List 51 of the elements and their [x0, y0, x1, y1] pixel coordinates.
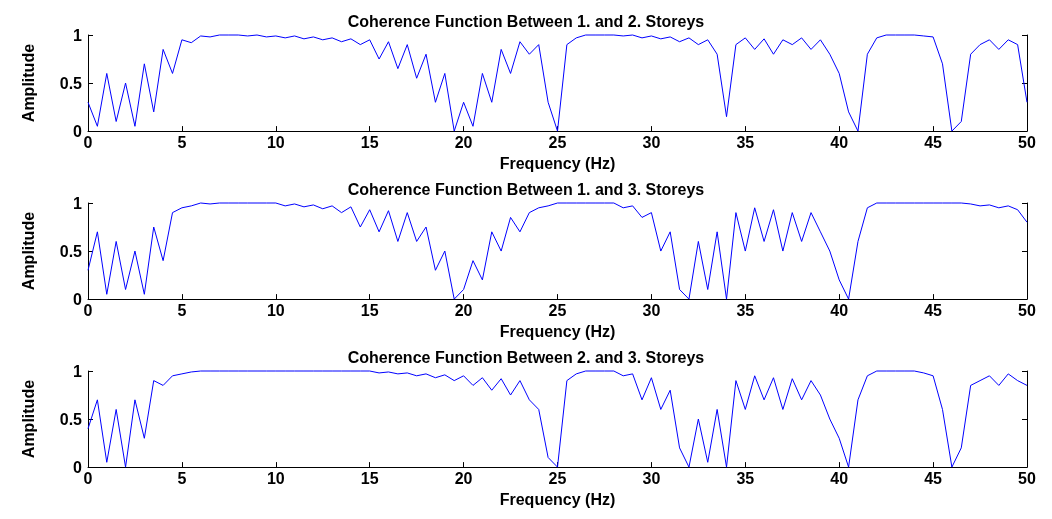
- y-tick-label: 0.5: [59, 242, 83, 260]
- x-tick-label: 15: [360, 133, 379, 151]
- chart-title: Coherence Function Between 2. and 3. Storeys: [347, 348, 705, 366]
- x-tick-label: 45: [924, 301, 943, 319]
- x-tick-label: 20: [454, 469, 473, 487]
- x-tick-label: 45: [924, 133, 943, 151]
- y-tick-label: 1: [73, 26, 83, 44]
- y-tick-label: 0.5: [59, 74, 83, 92]
- y-tick-label: 0: [73, 458, 83, 476]
- x-tick-label: 5: [177, 469, 187, 487]
- x-tick-label: 45: [924, 469, 943, 487]
- x-tick-label: 25: [548, 301, 567, 319]
- x-tick-label: 25: [548, 133, 567, 151]
- x-tick-label: 20: [454, 133, 473, 151]
- line-series: [87, 202, 1028, 300]
- x-tick-label: 25: [548, 469, 567, 487]
- y-axis-title: Amplitude: [19, 43, 37, 123]
- x-tick-label: 30: [642, 301, 661, 319]
- y-tick-label: 0.5: [59, 410, 83, 428]
- x-tick-label: 10: [266, 469, 285, 487]
- x-axis-title: Frequency (Hz): [499, 490, 616, 508]
- y-axis-title: Amplitude: [19, 211, 37, 291]
- x-tick-label: 40: [830, 133, 849, 151]
- x-tick-label: 35: [736, 133, 755, 151]
- x-tick-label: 5: [177, 301, 187, 319]
- x-tick-label: 50: [1018, 301, 1036, 319]
- chart-title: Coherence Function Between 1. and 2. Storeys: [347, 12, 705, 30]
- y-tick-label: 1: [73, 362, 83, 380]
- y-axis-title: Amplitude: [19, 379, 37, 459]
- x-tick-label: 10: [266, 133, 285, 151]
- y-tick-label: 0: [73, 290, 83, 308]
- y-tick-label: 0: [73, 122, 83, 140]
- x-axis-title: Frequency (Hz): [499, 154, 616, 172]
- x-tick-label: 30: [642, 133, 661, 151]
- x-axis-title: Frequency (Hz): [499, 322, 616, 340]
- x-tick-label: 40: [830, 301, 849, 319]
- chart-title: Coherence Function Between 1. and 3. Storeys: [347, 180, 705, 198]
- x-tick-label: 5: [177, 133, 187, 151]
- x-tick-label: 50: [1018, 469, 1036, 487]
- x-tick-label: 50: [1018, 133, 1036, 151]
- x-tick-label: 35: [736, 301, 755, 319]
- x-tick-label: 40: [830, 469, 849, 487]
- x-tick-label: 35: [736, 469, 755, 487]
- line-series: [87, 370, 1028, 468]
- y-tick-label: 1: [73, 194, 83, 212]
- x-tick-label: 30: [642, 469, 661, 487]
- x-tick-label: 20: [454, 301, 473, 319]
- x-tick-label: 15: [360, 469, 379, 487]
- x-tick-label: 15: [360, 301, 379, 319]
- x-tick-label: 10: [266, 301, 285, 319]
- line-series: [87, 34, 1028, 132]
